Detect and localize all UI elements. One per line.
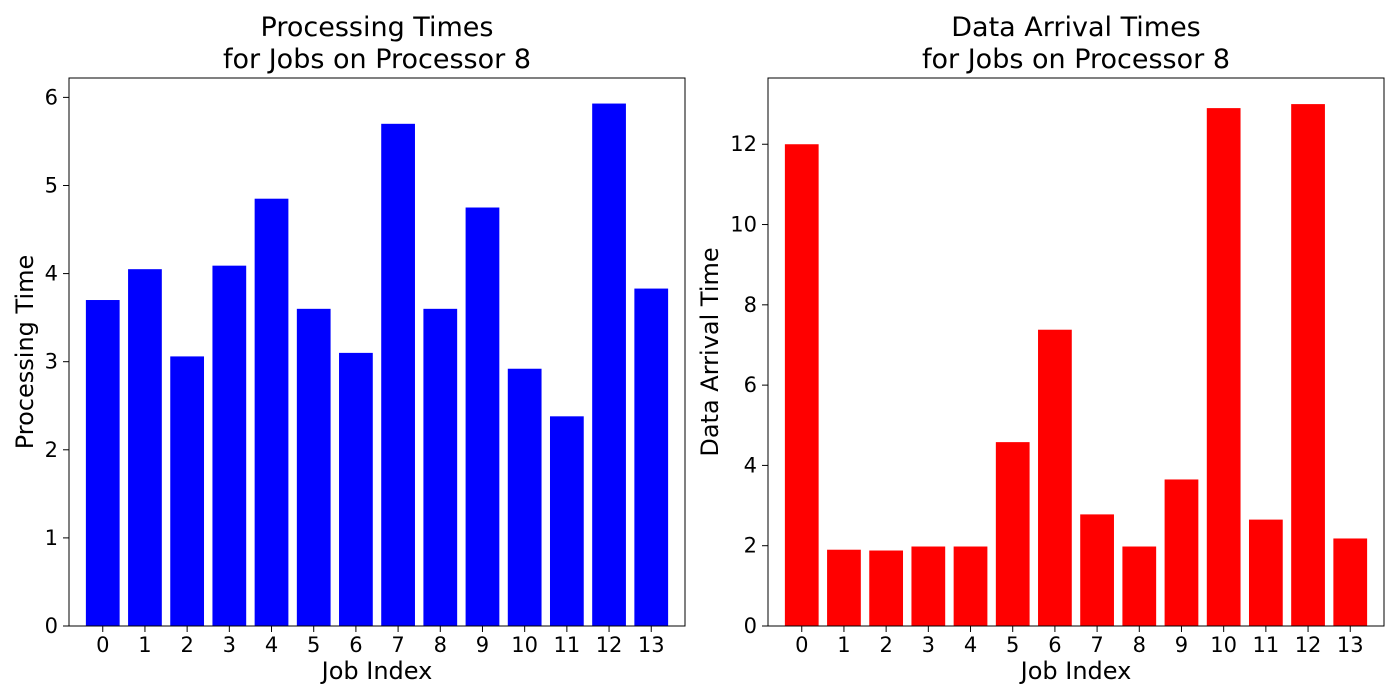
bar-job-8	[423, 308, 458, 626]
processing-times-chart: Processing Times for Jobs on Processor 8…	[11, 12, 686, 685]
x-tick-label: 2	[180, 633, 193, 657]
x-tick-label: 7	[391, 633, 404, 657]
x-tick-label: 3	[223, 633, 236, 657]
x-tick-label: 6	[349, 633, 362, 657]
bar-job-13	[1333, 538, 1368, 626]
x-tick-label: 3	[922, 633, 935, 657]
bar-job-9	[465, 207, 500, 626]
x-axis-ticks: 0 1 2 3 4 5 6 7 8 9 10 11 12 13	[96, 626, 665, 657]
bar-job-7	[381, 123, 415, 626]
x-axis-label: Job Index	[320, 657, 433, 685]
x-tick-label: 0	[96, 633, 109, 657]
x-axis-label: Job Index	[1019, 657, 1132, 685]
bar-job-7	[1080, 514, 1114, 626]
bar-job-3	[212, 265, 247, 626]
bar-job-2	[170, 356, 205, 626]
y-tick-label: 0	[45, 614, 58, 638]
y-tick-label: 10	[730, 213, 757, 237]
x-tick-label: 10	[511, 633, 538, 657]
x-tick-label: 8	[1133, 633, 1146, 657]
data-arrival-times-chart: Data Arrival Times for Jobs on Processor…	[696, 12, 1385, 685]
chart-title-line-1: Data Arrival Times	[951, 12, 1201, 43]
y-tick-label: 8	[744, 293, 757, 317]
x-tick-label: 4	[964, 633, 977, 657]
y-tick-label: 2	[744, 534, 757, 558]
x-tick-label: 5	[1006, 633, 1019, 657]
y-axis-label: Processing Time	[11, 255, 39, 450]
bar-job-2	[869, 550, 904, 626]
y-tick-label: 4	[744, 453, 757, 477]
x-tick-label: 8	[434, 633, 447, 657]
x-axis-ticks: 0 1 2 3 4 5 6 7 8 9 10 11 12 13	[795, 626, 1364, 657]
bar-job-4	[953, 546, 988, 626]
y-tick-label: 0	[744, 614, 757, 638]
y-axis-label: Data Arrival Time	[696, 247, 724, 456]
x-tick-label: 11	[1252, 633, 1279, 657]
x-tick-label: 12	[596, 633, 623, 657]
x-tick-label: 11	[553, 633, 580, 657]
y-axis-ticks: 0 2 4 6 8 10 12	[730, 132, 768, 638]
bar-job-1	[128, 269, 162, 626]
x-tick-label: 5	[307, 633, 320, 657]
x-tick-label: 4	[265, 633, 278, 657]
bar-job-8	[1122, 546, 1157, 626]
y-tick-label: 6	[45, 85, 58, 109]
x-tick-label: 9	[476, 633, 489, 657]
x-tick-label: 9	[1175, 633, 1188, 657]
bar-group	[784, 104, 1368, 627]
bar-job-4	[254, 198, 289, 626]
bar-job-10	[1206, 108, 1241, 627]
x-tick-label: 0	[795, 633, 808, 657]
bar-group	[85, 103, 669, 627]
chart-title-line-2: for Jobs on Processor 8	[922, 44, 1230, 75]
x-tick-label: 13	[638, 633, 665, 657]
bar-job-6	[1038, 329, 1072, 626]
chart-title-line-1: Processing Times	[261, 12, 494, 43]
x-tick-label: 10	[1210, 633, 1237, 657]
plot-frame	[68, 77, 686, 627]
bar-job-13	[634, 288, 669, 626]
bar-job-10	[507, 368, 542, 626]
bar-job-0	[85, 300, 120, 626]
bar-job-9	[1164, 479, 1199, 626]
bar-job-1	[827, 549, 861, 626]
bar-job-3	[911, 546, 946, 626]
plot-frame	[767, 77, 1385, 627]
y-tick-label: 12	[730, 132, 757, 156]
x-tick-label: 13	[1337, 633, 1364, 657]
bar-job-5	[296, 308, 331, 626]
bar-job-11	[549, 416, 584, 626]
y-tick-label: 6	[744, 373, 757, 397]
bar-job-12	[592, 103, 626, 627]
x-tick-label: 6	[1048, 633, 1061, 657]
x-tick-label: 12	[1295, 633, 1322, 657]
y-tick-label: 1	[45, 526, 58, 550]
bar-job-6	[339, 352, 373, 626]
x-tick-label: 2	[879, 633, 892, 657]
bar-job-11	[1248, 519, 1283, 626]
y-tick-label: 4	[45, 262, 58, 286]
bar-job-0	[784, 144, 819, 627]
chart-title-line-2: for Jobs on Processor 8	[223, 44, 531, 75]
y-axis-ticks: 0 1 2 3 4 5 6	[45, 85, 69, 638]
y-tick-label: 2	[45, 438, 58, 462]
x-tick-label: 1	[138, 633, 151, 657]
y-tick-label: 3	[45, 350, 58, 374]
x-tick-label: 7	[1090, 633, 1103, 657]
bar-job-5	[995, 442, 1030, 626]
x-tick-label: 1	[837, 633, 850, 657]
bar-job-12	[1291, 104, 1325, 627]
y-tick-label: 5	[45, 173, 58, 197]
